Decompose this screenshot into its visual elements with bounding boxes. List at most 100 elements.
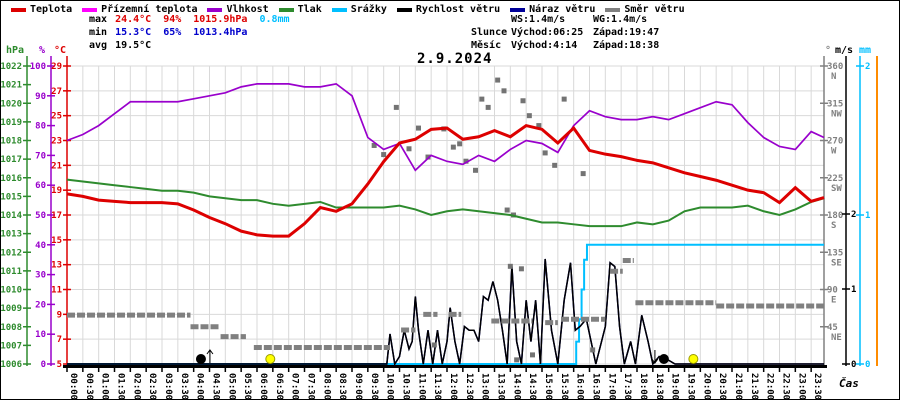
sunrise-marker <box>265 354 276 364</box>
x-axis-tick-label: 10:00 <box>385 373 395 400</box>
wind-direction-name-label: SE <box>831 258 842 268</box>
x-axis-tick-label: 00:30 <box>84 373 94 400</box>
wind-direction-point <box>406 146 412 152</box>
legend-label: Rychlost větru <box>415 4 501 15</box>
temperature-tick-label: 17 <box>51 211 62 221</box>
humidity-tick-label: 30 <box>35 271 46 281</box>
x-axis-tick-label: 15:00 <box>543 373 553 400</box>
moonset-marker <box>658 354 669 364</box>
x-axis-tick-label: 22:30 <box>781 373 791 400</box>
pressure-line <box>66 178 825 228</box>
humidity-tick-label: 60 <box>35 181 46 191</box>
pressure-tick-label: 1009 <box>1 304 22 314</box>
temperature-tick-label: 5 <box>57 360 62 370</box>
wind-direction-point <box>536 123 542 129</box>
pressure-tick-label: 1022 <box>1 62 22 72</box>
wind-direction-point <box>514 357 520 363</box>
x-axis-tick-label: 03:00 <box>163 373 173 400</box>
temperature-tick-label: 7 <box>57 335 62 345</box>
x-axis-tick-label: 19:30 <box>686 373 696 400</box>
wind-speed-tick-label: 1 <box>851 285 856 295</box>
legend-item: Rychlost větru <box>396 4 501 15</box>
stat-value: 15.3°C <box>115 27 152 38</box>
stat-row-max: max 24.4°C 94% 1015.9hPa 0.8mm <box>89 14 302 25</box>
moonrise-time: Východ:4:14 <box>511 40 578 51</box>
humidity-tick-label: 50 <box>35 211 46 221</box>
x-axis-tick-label: 08:00 <box>321 373 331 400</box>
moonrise-marker <box>195 354 206 364</box>
pressure-tick-label: 1015 <box>1 192 22 202</box>
stat-value: 1015.9hPa <box>193 14 248 25</box>
stat-label: min <box>89 27 108 38</box>
pressure-tick-label: 1011 <box>1 267 22 277</box>
humidity-tick-label: 40 <box>35 241 46 251</box>
x-axis-tick-label: 10:30 <box>401 373 411 400</box>
pressure-tick-label: 1014 <box>1 211 23 221</box>
wind-direction-point <box>485 104 491 110</box>
rain-axis-unit: mm <box>859 45 871 56</box>
pressure-tick-label: 1021 <box>1 81 22 91</box>
wind-direction-point <box>520 98 526 104</box>
legend-item: Vlhkost <box>207 4 269 15</box>
x-axis-tick-label: 22:00 <box>765 373 775 400</box>
legend-item: Srážky <box>331 4 387 15</box>
x-axis-tick-label: 03:30 <box>179 373 189 400</box>
wind-direction-point <box>381 152 387 158</box>
pressure-tick-label: 1017 <box>1 155 22 165</box>
ground-temperature-line <box>66 124 825 237</box>
temperature-line <box>66 123 825 238</box>
humidity-tick-label: 80 <box>35 122 46 132</box>
legend-item: Náraz větru <box>510 4 595 15</box>
legend-swatch <box>396 7 412 12</box>
x-axis-tick-label: 15:30 <box>559 373 569 400</box>
wind-direction-point <box>501 88 507 94</box>
wind-direction-point <box>393 104 399 110</box>
legend-label: Tlak <box>297 4 322 15</box>
wind-direction-axis-unit: ° <box>825 45 831 56</box>
wind-direction-tick-label: 90 <box>827 286 838 296</box>
stat-value: 94% <box>163 14 182 25</box>
legend-swatch <box>207 7 223 12</box>
legend-item: Teplota <box>11 4 72 15</box>
x-axis-tick-label: 04:30 <box>211 373 221 400</box>
wind-direction-point <box>552 162 558 168</box>
pressure-tick-label: 1016 <box>1 174 22 184</box>
legend-swatch <box>510 7 526 12</box>
legend-swatch <box>605 7 621 12</box>
stat-label: max <box>89 14 108 25</box>
pressure-tick-label: 1007 <box>1 341 22 351</box>
wind-direction-point <box>463 158 469 164</box>
x-axis-tick-label: 06:00 <box>258 373 268 400</box>
wind-direction-tick-label: 315 <box>827 99 843 109</box>
wind-direction-point <box>518 266 524 272</box>
wind-direction-point <box>416 125 421 131</box>
sunrise-time: Východ:06:25 <box>511 27 584 38</box>
x-axis-tick-label: 18:30 <box>654 373 664 400</box>
pressure-tick-label: 1006 <box>1 360 22 370</box>
moonset-arrow-icon <box>651 350 659 364</box>
x-axis-tick-label: 13:00 <box>480 373 490 400</box>
temperature-tick-label: 25 <box>51 112 62 122</box>
wind-direction-point <box>457 141 463 147</box>
wind-speed-axis-unit: m/s <box>835 45 853 56</box>
wind-direction-tick-label: 225 <box>827 174 843 184</box>
x-axis-tick-label: 14:30 <box>527 373 537 400</box>
wind-direction-point <box>542 150 548 156</box>
temperature-tick-label: 11 <box>51 286 62 296</box>
moon-label: Měsíc <box>471 40 502 51</box>
x-axis-tick-label: 19:00 <box>670 373 680 400</box>
wind-speed-tick-label: 0 <box>851 360 856 370</box>
humidity-tick-label: 10 <box>35 330 46 340</box>
temperature-tick-label: 9 <box>57 310 62 320</box>
x-axis-tick-label: 16:30 <box>591 373 601 400</box>
wind-direction-point <box>473 167 478 173</box>
sunset-time: Západ:19:47 <box>593 27 660 38</box>
chart-date-title: 2.9.2024 <box>417 51 493 67</box>
humidity-tick-label: 70 <box>35 151 46 161</box>
wind-direction-point <box>590 347 596 353</box>
x-axis-tick-label: 12:00 <box>448 373 458 400</box>
rain-tick-label: 0 <box>865 360 870 370</box>
wind-direction-name-label: W <box>831 147 837 157</box>
x-axis-tick-label: 17:30 <box>622 373 632 400</box>
